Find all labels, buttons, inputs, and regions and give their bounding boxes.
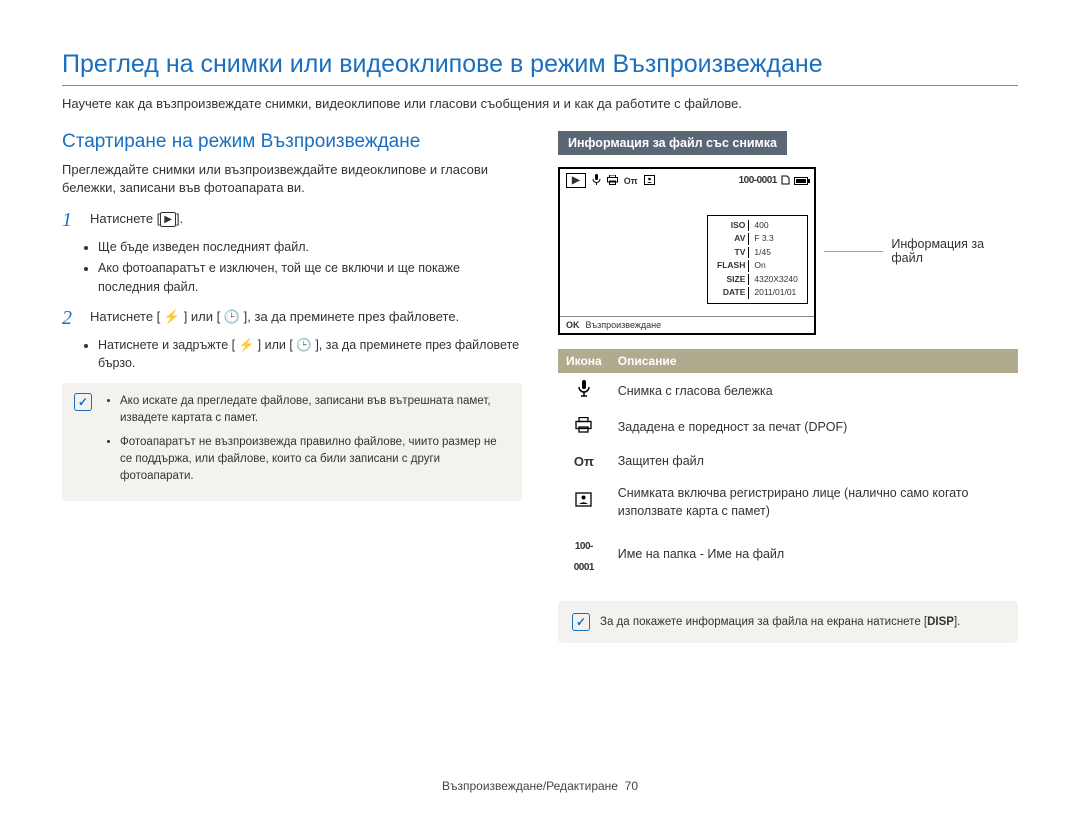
table-cell-desc: Зададена е поредност за печат (DPOF) <box>610 410 1018 446</box>
memory-card-icon <box>781 175 790 187</box>
step1-bullets: Ще бъде изведен последният файл. Ако фот… <box>98 238 522 296</box>
callout-label: Информация за файл <box>891 237 1018 265</box>
screen-bottom-bar: OK Възпроизвеждане <box>560 316 814 333</box>
page-title: Преглед на снимки или видеоклипове в реж… <box>62 50 1018 86</box>
folder-file-number: 100-0001 <box>739 175 777 186</box>
step1-prefix: Натиснете [ <box>90 211 160 226</box>
table-header-icon: Икона <box>558 349 610 373</box>
face-icon <box>558 478 610 527</box>
data-value: 1/45 <box>751 247 801 258</box>
screen-top-bar: ▶ Oπ 100-0001 <box>560 169 814 192</box>
table-cell-desc: Защитен файл <box>610 446 1018 478</box>
table-header-desc: Описание <box>610 349 1018 373</box>
ok-label: OK <box>566 320 580 330</box>
tip-prefix: За да покажете информация за файла на ек… <box>600 616 927 628</box>
step2-bullets: Натиснете и задръжте [ ⚡ ] или [ 🕒 ], за… <box>98 336 522 374</box>
intro-paragraph: Преглеждайте снимки или възпроизвеждайте… <box>62 161 522 197</box>
playback-label: Възпроизвеждане <box>586 320 662 330</box>
icon-description-table: Икона Описание Снимка с гласова бележка … <box>558 349 1018 583</box>
page-footer: Възпроизвеждане/Редактиране 70 <box>0 779 1080 793</box>
callout-line <box>824 251 884 252</box>
step-body: Натиснете [▶]. <box>90 209 522 232</box>
bullet-item: Ако фотоапаратът е изключен, той ще се в… <box>98 259 522 297</box>
bullet-item: Натиснете и задръжте [ ⚡ ] или [ 🕒 ], за… <box>98 336 522 374</box>
disp-tip-box: ✓ За да покажете информация за файла на … <box>558 601 1018 643</box>
data-value: 4320X3240 <box>751 274 801 285</box>
page-subtitle: Научете как да възпроизвеждате снимки, в… <box>62 96 1018 111</box>
note-item: Фотоапаратът не възпроизвежда правилно ф… <box>120 434 510 486</box>
tip-text: За да покажете информация за файла на ек… <box>600 616 960 628</box>
print-icon <box>558 410 610 446</box>
file-data-block: ISO400 AVF 3.3 TV1/45 FLASHOn SIZE4320X3… <box>707 215 808 304</box>
step-2: 2 Натиснете [ ⚡ ] или [ 🕒 ], за да преми… <box>62 307 522 330</box>
play-button-icon: ▶ <box>160 212 176 227</box>
step1-suffix: ]. <box>176 211 183 226</box>
lock-icon: Oπ <box>558 446 610 478</box>
data-label: FLASH <box>714 260 749 271</box>
table-row: Oπ Защитен файл <box>558 446 1018 478</box>
step-body: Натиснете [ ⚡ ] или [ 🕒 ], за да премине… <box>90 307 522 330</box>
note-box: ✓ Ако искате да прегледате файлове, запи… <box>62 383 522 501</box>
data-value: 2011/01/01 <box>751 287 801 298</box>
file-info-heading: Информация за файл със снимка <box>558 131 787 155</box>
table-row: Зададена е поредност за печат (DPOF) <box>558 410 1018 446</box>
right-column: Информация за файл със снимка ▶ Oπ <box>558 131 1018 643</box>
footer-section: Възпроизвеждане/Редактиране <box>442 779 618 793</box>
data-label: TV <box>714 247 749 258</box>
tip-bold: DISP <box>927 616 954 628</box>
info-icon: ✓ <box>572 613 590 631</box>
bullet-item: Ще бъде изведен последният файл. <box>98 238 522 257</box>
table-row: Снимка с гласова бележка <box>558 373 1018 410</box>
tip-suffix: ]. <box>954 616 960 628</box>
note-list: Ако искате да прегледате файлове, записа… <box>120 393 510 491</box>
data-value: On <box>751 260 801 271</box>
step-1: 1 Натиснете [▶]. <box>62 209 522 232</box>
mic-icon <box>558 373 610 410</box>
print-icon <box>607 175 618 187</box>
play-mode-icon: ▶ <box>566 173 586 188</box>
camera-screen-wrap: ▶ Oπ 100-0001 <box>558 167 1018 335</box>
folder-number-icon: 100-0001 <box>558 527 610 583</box>
step-number: 2 <box>62 307 80 330</box>
battery-icon <box>794 177 808 185</box>
camera-screen: ▶ Oπ 100-0001 <box>558 167 816 335</box>
info-icon: ✓ <box>74 393 92 411</box>
screen-top-right-icons: 100-0001 <box>739 175 808 187</box>
step-number: 1 <box>62 209 80 232</box>
left-column: Стартиране на режим Възпроизвеждане Прег… <box>62 131 522 643</box>
data-label: ISO <box>714 220 749 231</box>
mic-icon <box>592 174 601 187</box>
data-value: 400 <box>751 220 801 231</box>
data-label: DATE <box>714 287 749 298</box>
face-icon <box>644 175 655 187</box>
table-cell-desc: Име на папка - Име на файл <box>610 527 1018 583</box>
table-cell-desc: Снимката включва регистрирано лице (нали… <box>610 478 1018 527</box>
screen-top-left-icons: ▶ Oπ <box>566 173 655 188</box>
data-value: F 3.3 <box>751 233 801 244</box>
data-label: AV <box>714 233 749 244</box>
note-item: Ако искате да прегледате файлове, записа… <box>120 393 510 428</box>
table-cell-desc: Снимка с гласова бележка <box>610 373 1018 410</box>
lock-icon: Oπ <box>624 176 638 186</box>
content-columns: Стартиране на режим Възпроизвеждане Прег… <box>62 131 1018 643</box>
data-label: SIZE <box>714 274 749 285</box>
table-row: 100-0001 Име на папка - Име на файл <box>558 527 1018 583</box>
table-row: Снимката включва регистрирано лице (нали… <box>558 478 1018 527</box>
section-heading-playback: Стартиране на режим Възпроизвеждане <box>62 131 522 153</box>
footer-page: 70 <box>625 779 638 793</box>
